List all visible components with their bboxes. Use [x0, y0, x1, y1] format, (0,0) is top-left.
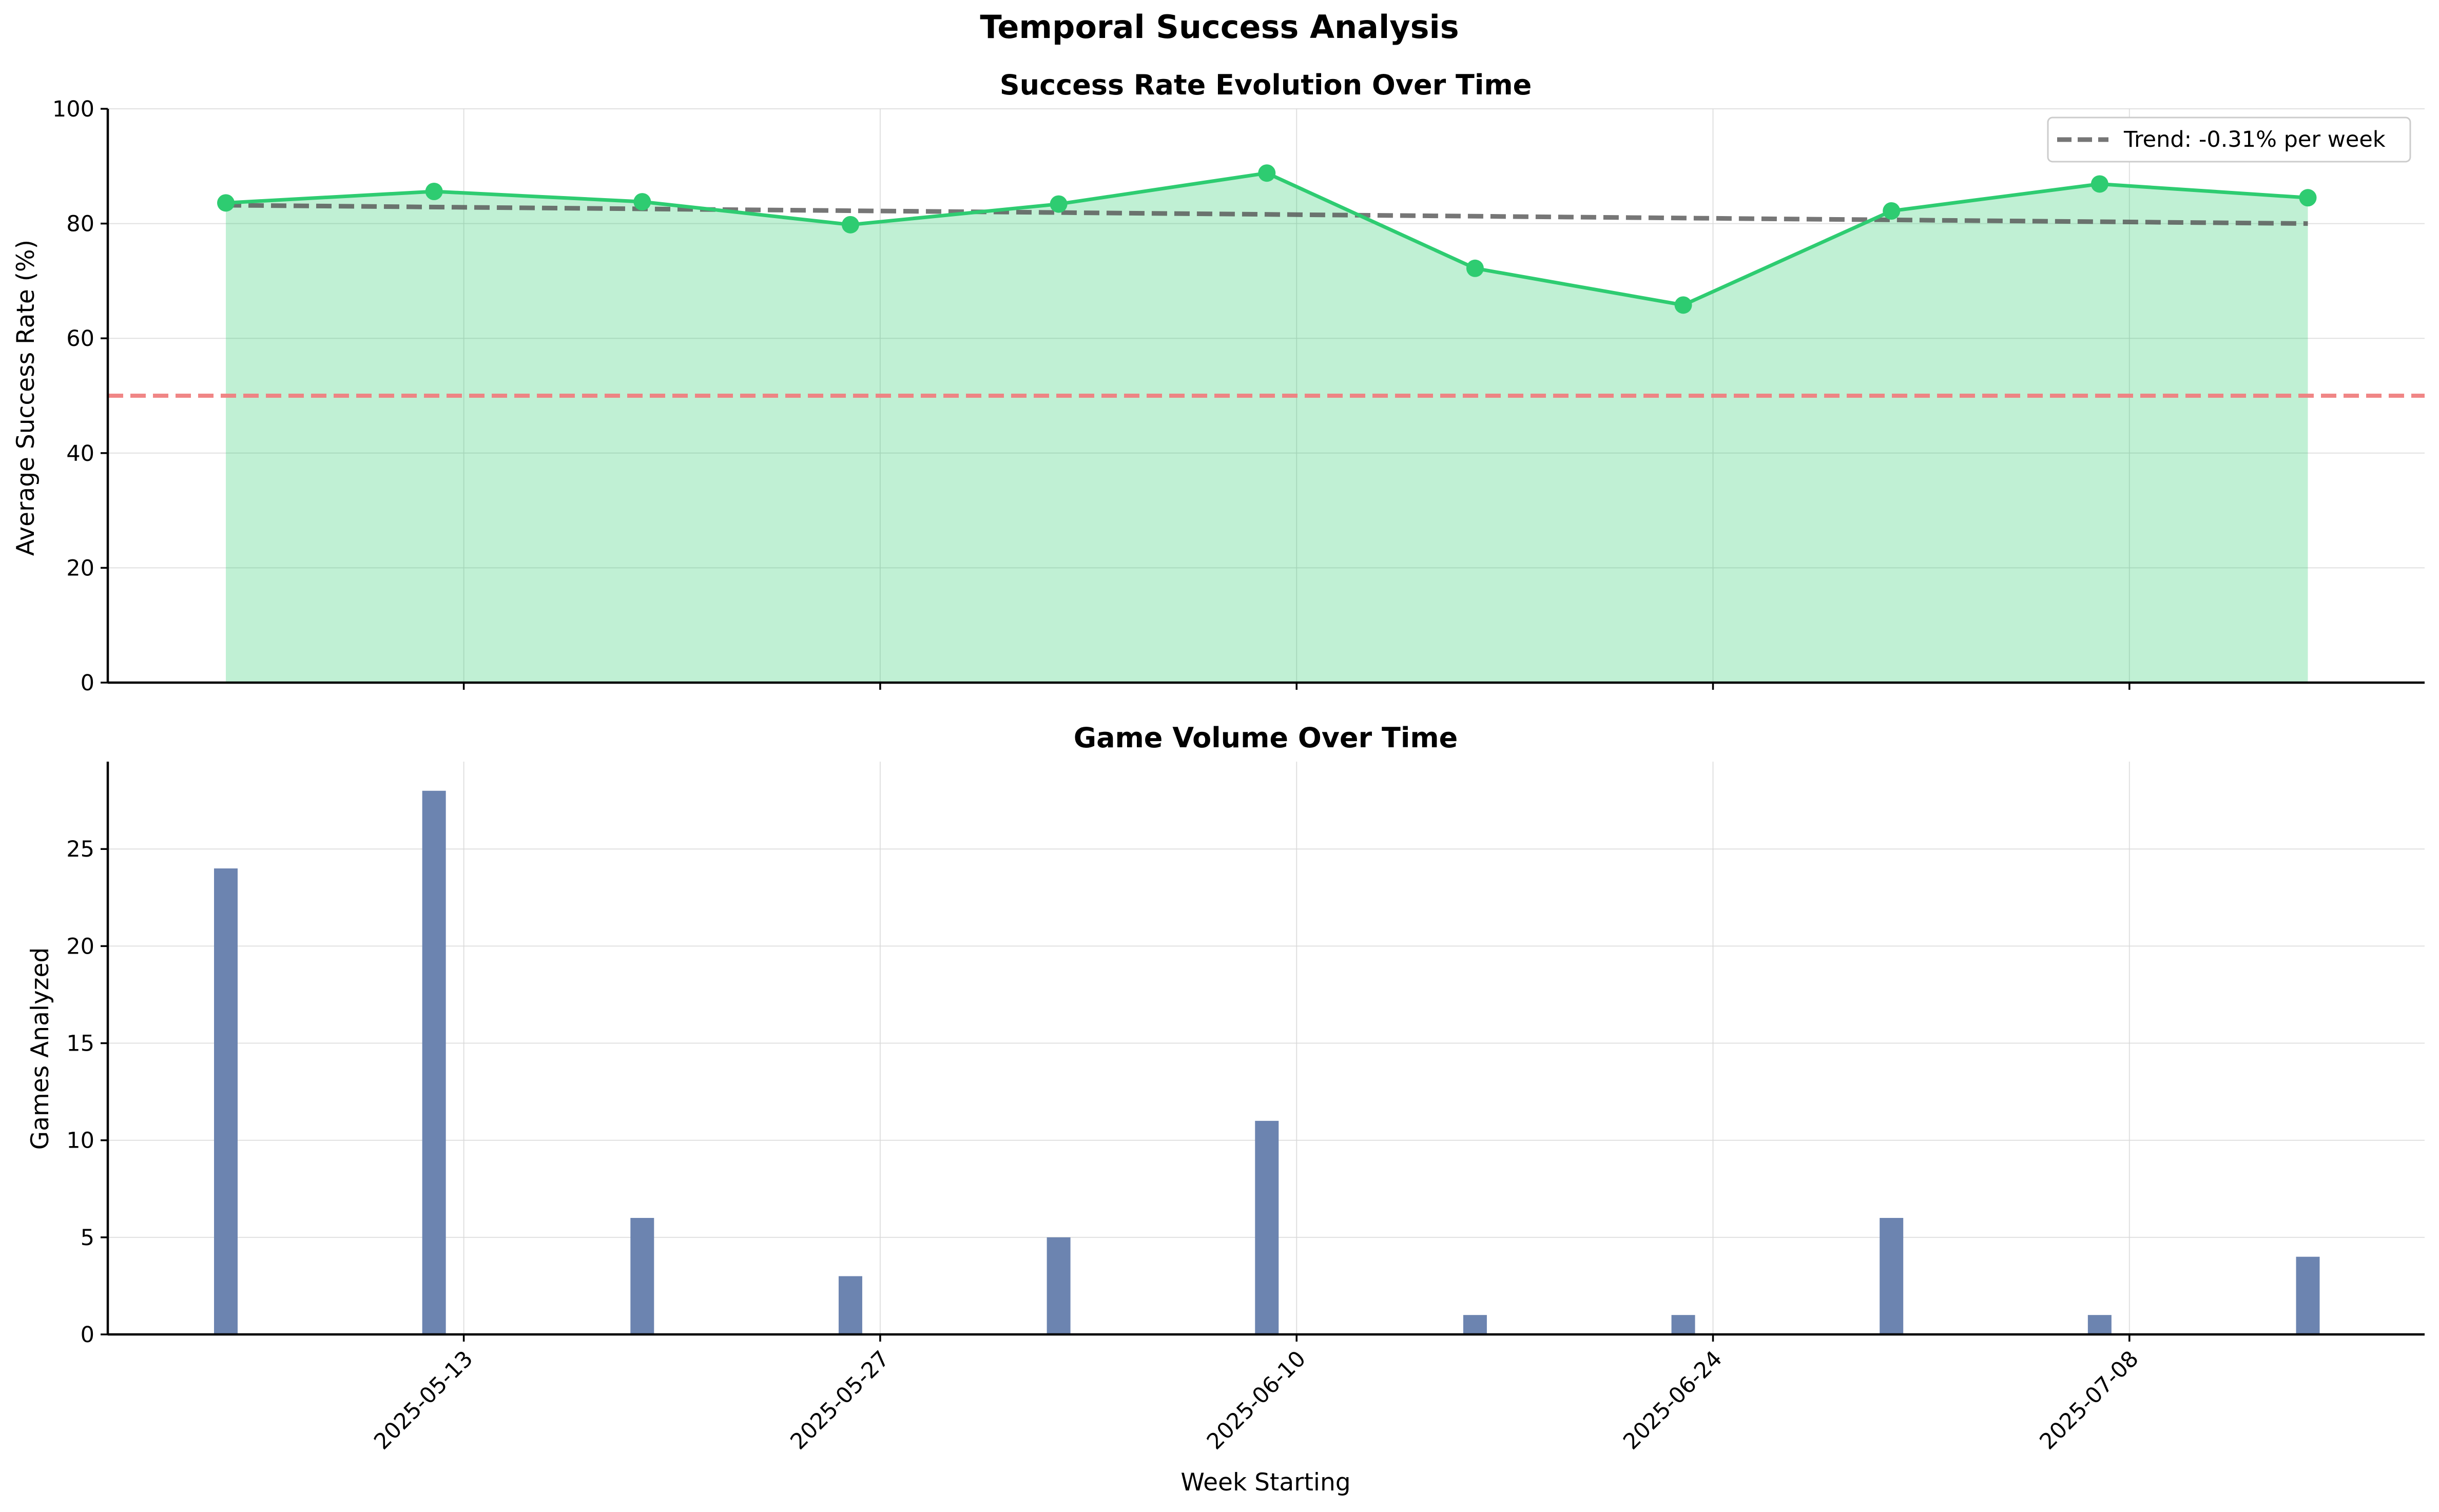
game-volume-panel: Game Volume Over Time 0 5 10 15 20 25 2025-05-…	[26, 722, 2425, 1497]
success-rate-point	[2090, 175, 2108, 193]
game-volume-bar	[1047, 1237, 1071, 1334]
success-rate-ytick-label: 100	[52, 96, 94, 122]
game-volume-xlabel: Week Starting	[1180, 1468, 1350, 1497]
game-volume-bar	[1463, 1315, 1487, 1334]
game-volume-bar	[630, 1218, 654, 1334]
game-volume-bar	[214, 868, 238, 1334]
game-volume-xtick-label: 2025-06-24	[1618, 1346, 1727, 1455]
figure-title: Temporal Success Analysis	[980, 8, 1459, 46]
game-volume-axes: 0 5 10 15 20 25 2025-05-13 2025-05-27 2025-06-10…	[66, 762, 2425, 1455]
game-volume-ytick-label: 25	[66, 837, 94, 862]
success-rate-panel: Success Rate Evolution Over Time 0 20 40 60…	[12, 69, 2425, 696]
game-volume-xtick-label: 2025-05-27	[786, 1346, 895, 1455]
success-rate-points	[217, 164, 2317, 314]
game-volume-title: Game Volume Over Time	[1074, 722, 1458, 754]
success-rate-point	[633, 193, 651, 211]
game-volume-ytick-label: 10	[66, 1128, 94, 1154]
game-volume-ytick-label: 20	[66, 934, 94, 959]
trend-line	[225, 203, 2308, 226]
success-rate-point	[1258, 164, 1276, 182]
success-rate-ytick-label: 40	[66, 441, 94, 467]
game-volume-ytick-label: 0	[81, 1322, 94, 1348]
success-rate-point	[1883, 202, 1901, 220]
game-volume-bar	[1255, 1120, 1279, 1334]
game-volume-xtick-label: 2025-06-10	[1202, 1346, 1311, 1455]
success-rate-ytick-label: 80	[66, 211, 94, 237]
success-rate-point	[1466, 259, 1484, 277]
success-rate-point	[217, 194, 235, 212]
game-volume-ytick-label: 15	[66, 1031, 94, 1057]
success-rate-point	[1674, 296, 1692, 314]
game-volume-ytick-label: 5	[81, 1225, 94, 1251]
success-rate-title: Success Rate Evolution Over Time	[1000, 69, 1532, 101]
success-rate-point	[2299, 189, 2317, 207]
success-rate-ytick-label: 20	[66, 555, 94, 581]
success-rate-ytick-label: 60	[66, 326, 94, 352]
game-volume-xtick-label: 2025-07-08	[2035, 1346, 2144, 1455]
legend-box	[2047, 117, 2411, 163]
success-rate-ylabel: Average Success Rate (%)	[12, 240, 40, 556]
legend: Trend: -0.31% per week	[2047, 117, 2411, 163]
success-rate-point	[841, 216, 859, 234]
success-rate-point	[425, 182, 443, 200]
game-volume-bar	[1880, 1218, 1904, 1334]
game-volume-grid	[108, 762, 2425, 1335]
legend-trend-label: Trend: -0.31% per week	[2123, 127, 2386, 152]
success-rate-area	[226, 173, 2308, 683]
game-volume-bar	[422, 790, 446, 1334]
success-rate-point	[1050, 195, 1068, 213]
game-volume-bar	[838, 1276, 862, 1334]
game-volume-ylabel: Games Analyzed	[26, 947, 54, 1150]
game-volume-bar	[2087, 1315, 2112, 1334]
game-volume-xtick-label: 2025-05-13	[369, 1346, 478, 1455]
game-volume-bar	[1671, 1315, 1695, 1334]
game-volume-bar	[2296, 1256, 2320, 1334]
success-rate-axes: 0 20 40 60 80 100	[52, 96, 2425, 696]
success-rate-ytick-label: 0	[81, 670, 94, 696]
game-volume-bars	[214, 790, 2320, 1334]
success-rate-grid	[108, 108, 2425, 683]
